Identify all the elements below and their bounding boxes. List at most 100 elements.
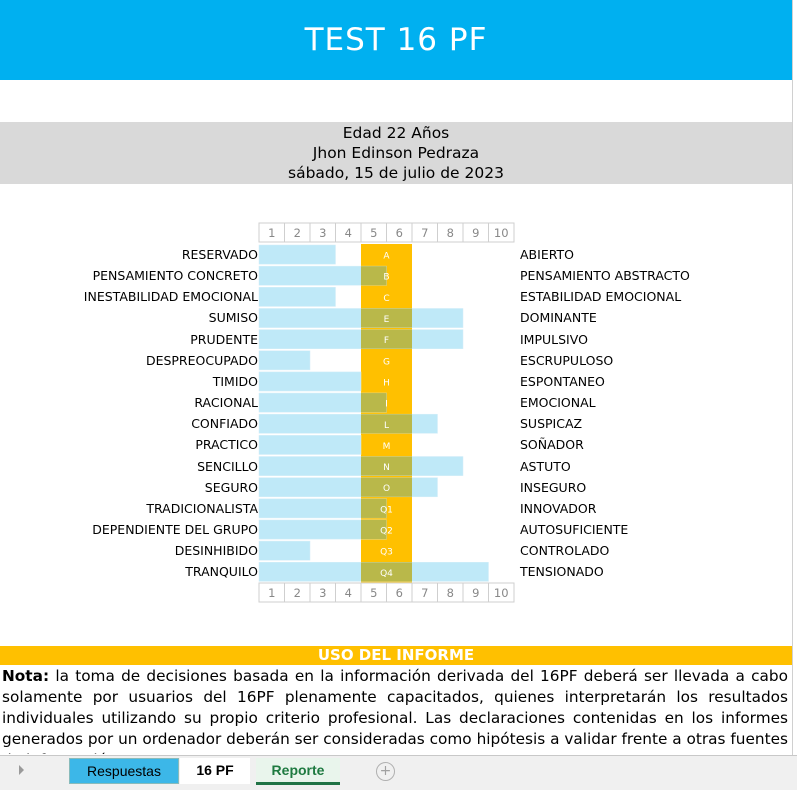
factor-left-label: DESPREOCUPADO (145, 352, 258, 368)
factor-bar (258, 350, 311, 371)
scale-tick-bottom: 7 (421, 586, 428, 600)
scale-tick-bottom: 3 (319, 586, 326, 600)
sheet-tab-bar: Respuestas 16 PF Reporte + (0, 755, 797, 790)
factor-left-label: RACIONAL (194, 395, 258, 411)
factor-left-label: SENCILLO (197, 458, 258, 474)
scale-tick-bottom: 1 (268, 586, 275, 600)
scale-tick-top: 7 (421, 226, 428, 240)
scale-tick-bottom: 10 (494, 586, 509, 600)
scale-tick-top: 4 (345, 226, 352, 240)
factor-bar-overlap (361, 266, 387, 286)
factor-right-label: ABIERTO (520, 247, 574, 262)
info-panel: Edad 22 Años Jhon Edinson Pedraza sábado… (0, 122, 792, 184)
column-divider (792, 0, 793, 760)
factor-left-label: PRUDENTE (190, 331, 258, 347)
factor-code: Q3 (380, 548, 393, 558)
factor-bar-overlap (361, 308, 412, 328)
scale-tick-bottom: 8 (447, 586, 454, 600)
factor-code: N (383, 463, 390, 473)
scale-tick-top: 1 (268, 226, 275, 240)
factor-bar-overlap (361, 393, 387, 413)
factor-code: Q1 (380, 505, 393, 515)
factor-bar (258, 435, 362, 455)
scale-cell (488, 222, 515, 243)
factor-bar-overlap (361, 414, 412, 434)
factor-bar-overlap (361, 329, 412, 349)
factor-left-label: RESERVADO (181, 247, 258, 262)
tab-respuestas[interactable]: Respuestas (69, 758, 179, 784)
scale-tick-bottom: 4 (345, 586, 352, 600)
factor-left-label: INESTABILIDAD EMOCIONAL (83, 289, 258, 305)
factor-code: O (383, 484, 390, 494)
nota-label: Nota: (2, 667, 50, 685)
factor-right-label: ESTABILIDAD EMOCIONAL (520, 289, 682, 305)
factor-bar-overlap (361, 562, 412, 582)
profile-chart: 1 1 2 2 3 3 4 4 5 5 6 6 7 7 8 8 9 9 10 10 A B C E F G H I L M N O Q1 Q2 Q3… (258, 222, 515, 603)
factor-code: F (384, 336, 389, 346)
scale-tick-top: 5 (370, 226, 377, 240)
scroll-right-icon[interactable] (19, 765, 24, 775)
factor-left-label: PRACTICO (195, 437, 258, 453)
factor-left-label: DESINHIBIDO (174, 543, 258, 559)
scale-tick-top: 3 (319, 226, 326, 240)
factor-code: M (383, 442, 391, 452)
factor-bar-overlap (361, 519, 387, 540)
factor-right-label: ESCRUPULOSO (520, 352, 614, 368)
factor-code: H (383, 378, 390, 388)
factor-right-label: SUSPICAZ (520, 416, 583, 432)
nota-paragraph: Nota: la toma de decisiones basada en la… (2, 666, 788, 754)
factor-bar (258, 540, 311, 561)
scale-tick-bottom: 5 (370, 586, 377, 600)
scale-cell (488, 582, 515, 603)
nota-text: la toma de decisiones basada en la infor… (2, 667, 788, 754)
report-date: sábado, 15 de julio de 2023 (288, 164, 504, 182)
factor-right-label: PENSAMIENTO ABSTRACTO (520, 268, 690, 284)
report-title: TEST 16 PF (0, 0, 792, 80)
factor-right-label: SOÑADOR (520, 437, 584, 453)
factor-left-label: SUMISO (208, 310, 258, 326)
factor-code: B (383, 273, 389, 283)
add-sheet-icon[interactable]: + (376, 762, 395, 781)
factor-code: L (384, 421, 389, 431)
scale-tick-top: 6 (396, 226, 403, 240)
factor-left-label: DEPENDIENTE DEL GRUPO (92, 521, 258, 537)
uso-header: USO DEL INFORME (0, 646, 792, 665)
scale-tick-top: 8 (447, 226, 454, 240)
factor-left-label: SEGURO (204, 479, 258, 495)
factor-code: E (384, 315, 390, 325)
factor-left-label: CONFIADO (191, 416, 258, 432)
factor-left-label: PENSAMIENTO CONCRETO (92, 268, 258, 284)
factor-right-label: CONTROLADO (520, 543, 610, 559)
factor-right-label: ASTUTO (520, 458, 571, 474)
factor-left-label: TIMIDO (212, 373, 258, 389)
person-name: Jhon Edinson Pedraza (312, 144, 480, 162)
scale-tick-bottom: 9 (472, 586, 479, 600)
tab-16pf[interactable]: 16 PF (180, 758, 250, 784)
factor-code: Q2 (380, 527, 393, 537)
factor-bar-overlap (361, 456, 412, 476)
factor-bar (258, 287, 336, 307)
factor-bar-overlap (361, 477, 412, 497)
age-text: Edad 22 Años (342, 124, 450, 142)
factor-bar (258, 244, 336, 265)
factor-code: C (383, 294, 389, 304)
factor-right-label: AUTOSUFICIENTE (520, 521, 629, 537)
factor-bar-overlap (361, 498, 387, 518)
scale-tick-top: 10 (494, 226, 509, 240)
factor-right-label: IMPULSIVO (520, 331, 588, 347)
scale-tick-bottom: 2 (294, 586, 301, 600)
factor-code: G (383, 357, 390, 367)
factor-code: A (383, 252, 390, 262)
factor-bar (258, 371, 362, 392)
factor-code: I (385, 400, 388, 410)
scale-tick-top: 9 (472, 226, 479, 240)
factor-right-label: DOMINANTE (520, 310, 597, 326)
tab-reporte[interactable]: Reporte (256, 758, 340, 785)
scale-tick-bottom: 6 (396, 586, 403, 600)
scale-tick-top: 2 (294, 226, 301, 240)
factor-right-label: EMOCIONAL (520, 395, 596, 411)
factor-right-label: INSEGURO (520, 479, 587, 495)
factor-code: Q4 (380, 569, 393, 579)
factor-left-label: TRADICIONALISTA (146, 500, 258, 516)
factor-right-label: ESPONTANEO (520, 373, 605, 389)
